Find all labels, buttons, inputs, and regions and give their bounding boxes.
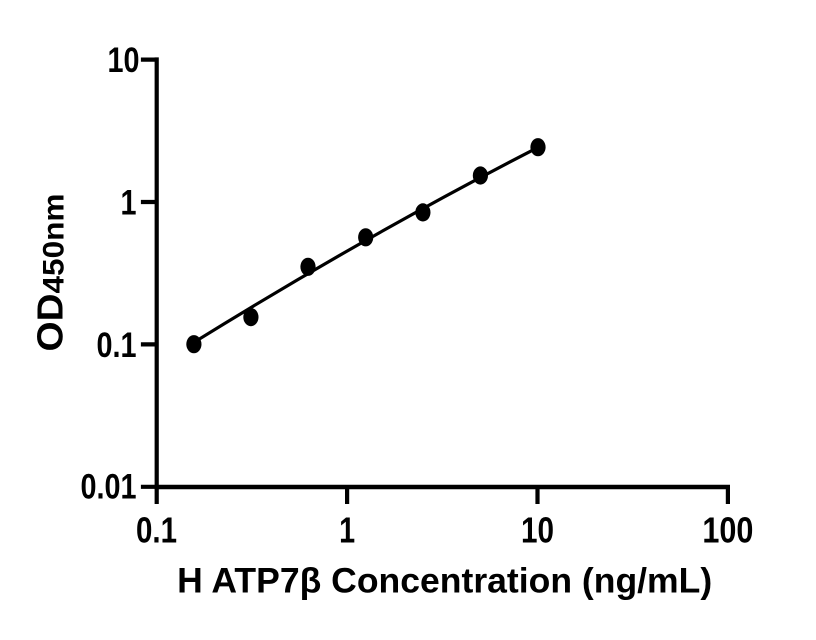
svg-text:OD450nm: OD450nm	[30, 194, 71, 352]
svg-text:10: 10	[108, 40, 140, 80]
svg-text:0.1: 0.1	[97, 325, 137, 365]
svg-text:1: 1	[121, 182, 137, 222]
svg-text:H ATP7β Concentration (ng/mL): H ATP7β Concentration (ng/mL)	[177, 562, 712, 601]
svg-text:0.1: 0.1	[136, 509, 177, 550]
svg-text:1: 1	[339, 509, 355, 550]
svg-text:10: 10	[521, 509, 554, 550]
svg-text:100: 100	[702, 509, 753, 550]
svg-text:0.01: 0.01	[81, 467, 137, 507]
